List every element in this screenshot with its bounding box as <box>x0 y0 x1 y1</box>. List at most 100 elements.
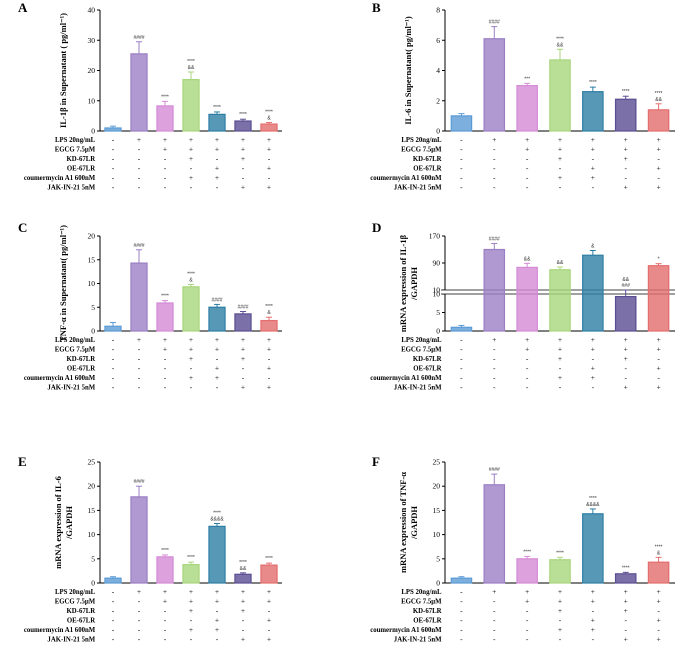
condition-mark: + <box>624 354 628 363</box>
y-tick-label: 40 <box>88 6 96 15</box>
condition-mark: - <box>112 345 115 354</box>
condition-mark: + <box>624 135 628 144</box>
condition-mark: - <box>526 164 529 173</box>
condition-mark: + <box>241 154 245 163</box>
significance-label: **** <box>187 59 195 65</box>
condition-mark: - <box>216 154 219 163</box>
significance-label: &&&& <box>210 516 224 522</box>
significance-label: #### <box>211 297 222 303</box>
condition-label: JAK-IN-21 5nM <box>47 385 95 392</box>
condition-mark: + <box>215 164 219 173</box>
condition-mark: - <box>460 145 463 154</box>
condition-mark: - <box>559 635 562 644</box>
condition-mark: - <box>460 345 463 354</box>
condition-mark: - <box>592 383 595 392</box>
condition-mark: - <box>460 135 463 144</box>
condition-mark: + <box>215 145 219 154</box>
condition-mark: + <box>215 345 219 354</box>
condition-mark: + <box>241 135 245 144</box>
significance-label: &&&& <box>586 502 600 508</box>
condition-mark: - <box>138 635 141 644</box>
condition-mark: + <box>558 345 562 354</box>
condition-mark: - <box>624 173 627 182</box>
condition-mark: - <box>138 606 141 615</box>
condition-label: KD-67LR <box>66 608 95 615</box>
significance-label: **** <box>239 560 247 566</box>
bar <box>208 306 226 332</box>
condition-mark: - <box>138 383 141 392</box>
condition-mark: + <box>656 335 660 344</box>
significance-label: **** <box>213 510 221 516</box>
condition-mark: - <box>138 183 141 192</box>
y-tick-label: 10 <box>88 279 96 288</box>
condition-mark: - <box>164 373 167 382</box>
condition-mark: + <box>163 335 167 344</box>
bar <box>182 286 200 332</box>
condition-mark: + <box>525 335 529 344</box>
significance-label: *** <box>524 76 530 82</box>
bar <box>647 109 670 132</box>
significance-label: & <box>189 277 193 283</box>
significance-label: **** <box>622 89 630 95</box>
condition-mark: - <box>493 173 496 182</box>
condition-mark: - <box>493 183 496 192</box>
bar <box>104 127 122 132</box>
condition-mark: - <box>493 373 496 382</box>
condition-label: EGCG 7.5μM <box>55 599 96 606</box>
condition-mark: + <box>591 173 595 182</box>
condition-mark: + <box>163 135 167 144</box>
y-tick-label: 0 <box>436 327 440 336</box>
y-tick-label: 10 <box>88 530 96 539</box>
y-tick-label: 20 <box>88 482 96 491</box>
condition-label: EGCG 7.5μM <box>55 347 96 354</box>
condition-mark: + <box>656 597 660 606</box>
condition-mark: - <box>112 383 115 392</box>
condition-mark: + <box>163 345 167 354</box>
significance-label: ### <box>622 283 631 289</box>
condition-mark: + <box>624 335 628 344</box>
condition-label: JAK-IN-21 5nM <box>394 385 442 392</box>
condition-label: KD-67LR <box>413 356 442 363</box>
condition-mark: - <box>657 154 660 163</box>
condition-mark: - <box>657 373 660 382</box>
condition-mark: - <box>657 625 660 634</box>
y-axis-label: mRNA expression of IL-6/GAPDH <box>53 476 74 569</box>
condition-mark: + <box>558 154 562 163</box>
condition-mark: + <box>525 597 529 606</box>
condition-mark: - <box>526 364 529 373</box>
significance-label: **** <box>589 80 597 86</box>
condition-mark: + <box>189 173 193 182</box>
condition-mark: - <box>624 164 627 173</box>
condition-mark: - <box>164 164 167 173</box>
significance-label: **** <box>161 94 169 100</box>
condition-mark: - <box>164 154 167 163</box>
bar <box>549 559 571 584</box>
significance-label: #### <box>489 20 500 26</box>
condition-mark: - <box>138 154 141 163</box>
condition-mark: + <box>591 364 595 373</box>
significance-label: **** <box>556 36 564 42</box>
condition-mark: - <box>138 597 141 606</box>
condition-mark: + <box>267 616 271 625</box>
condition-mark: + <box>558 587 562 596</box>
condition-mark: + <box>525 345 529 354</box>
condition-label: LPS 20ng/mL <box>401 589 442 596</box>
panel-letter: D <box>372 220 381 235</box>
y-tick-label: 170 <box>429 232 441 241</box>
significance-label: && <box>622 277 629 283</box>
bar <box>260 123 278 132</box>
condition-mark: - <box>138 616 141 625</box>
condition-label: KD-67LR <box>413 156 442 163</box>
condition-label: coumermycin A1 600nM <box>24 175 96 182</box>
condition-label: LPS 20ng/mL <box>401 337 442 344</box>
condition-mark: - <box>460 183 463 192</box>
condition-label: KD-67LR <box>413 608 442 615</box>
condition-mark: - <box>493 635 496 644</box>
condition-mark: - <box>460 597 463 606</box>
condition-mark: + <box>624 154 628 163</box>
condition-label: EGCG 7.5μM <box>401 147 442 154</box>
panel-C: C TNF-α in Supernatant( pg/ml⁻¹) 0 5 10 15 20 #… <box>18 220 282 392</box>
significance-label: **** <box>187 555 195 561</box>
condition-mark: + <box>624 183 628 192</box>
condition-label: JAK-IN-21 5nM <box>394 185 442 192</box>
